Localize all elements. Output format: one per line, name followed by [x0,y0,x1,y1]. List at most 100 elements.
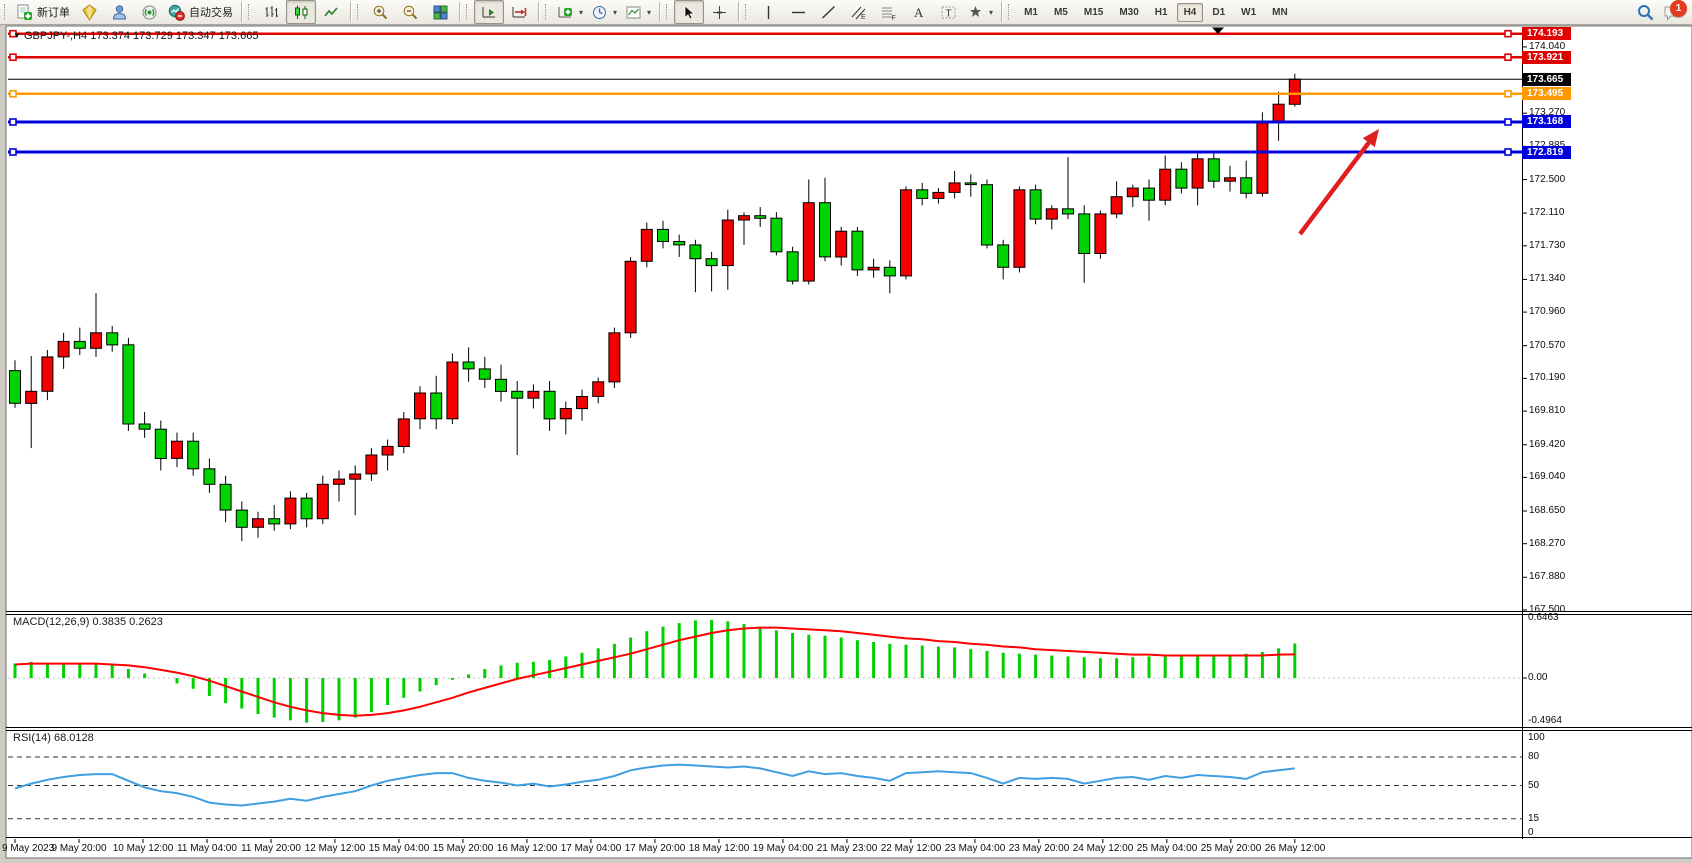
candle [1110,196,1123,215]
arrows-button[interactable]: ▾ [963,0,997,24]
periods-icon [591,4,608,21]
timeframe-m5-button[interactable]: M5 [1053,6,1068,18]
crosshair-button[interactable] [704,0,734,24]
new-order-button[interactable]: 新订单 [12,0,74,24]
bar-chart-button[interactable] [256,0,286,24]
horizontal-line-button[interactable] [783,0,813,24]
templates-button[interactable]: ▾ [621,0,655,24]
arrows-dropdown-icon[interactable]: ▾ [989,7,994,17]
candle [171,440,183,459]
text-button[interactable]: A [903,0,933,24]
indicators-icon [557,4,574,21]
candle [397,418,410,447]
timeframe-mn-button[interactable]: MN [1272,6,1288,18]
candlestick-chart-button[interactable] [286,0,316,24]
candle [527,390,540,399]
hline-handle[interactable] [1504,148,1512,156]
hline-handle[interactable] [9,53,17,62]
hline-handle[interactable] [9,148,17,156]
zoom-out-button[interactable] [395,0,425,24]
timeframe-h1-button[interactable]: H1 [1154,6,1168,18]
hline-handle[interactable] [9,118,17,126]
toolbar-grip[interactable] [466,4,470,20]
svg-text:E: E [861,14,866,21]
candle [478,368,491,380]
community-icon [111,4,128,21]
toolbar-separator [241,2,242,22]
toolbar-grip[interactable] [248,4,252,20]
candle [900,189,912,277]
toolbar-grip[interactable] [745,4,749,20]
timeframe-d1-button[interactable]: D1 [1212,6,1226,18]
equidistant-channel-button[interactable]: E [843,0,873,24]
toolbar-grip[interactable] [4,4,8,20]
periods-button[interactable]: ▾ [587,0,621,24]
autotrading-button[interactable]: 自动交易 [164,0,237,24]
candle [1191,158,1204,189]
candle [1207,158,1220,182]
text-label-button[interactable]: T [933,0,963,24]
timeframe-m15-button[interactable]: M15 [1083,6,1104,18]
hline-handle[interactable] [1504,29,1512,38]
fibonacci-button[interactable]: F [873,0,903,24]
hline-handle[interactable] [9,29,17,38]
toolbar-grip[interactable] [545,4,549,20]
templates-dropdown-icon[interactable]: ▾ [647,7,652,17]
zoom-in-icon [372,4,389,21]
zoom-in-button[interactable] [365,0,395,24]
timeframe-m30-button[interactable]: M30 [1119,6,1139,18]
timeframe-h4-button[interactable]: H4 [1176,2,1204,22]
indicators-button[interactable]: ▾ [553,0,587,24]
toolbar-grip[interactable] [1008,4,1012,20]
cursor-button[interactable] [674,0,705,24]
notifications-icon[interactable]: 1 [1663,0,1687,22]
tile-windows-button[interactable] [425,0,455,24]
candle [640,228,653,262]
timeframe-w1-button[interactable]: W1 [1241,6,1257,18]
periods-dropdown-icon[interactable]: ▾ [613,7,618,17]
chart-window [5,25,1692,859]
trend-arrow-head[interactable] [1362,129,1379,148]
candle [138,423,151,430]
candle [802,202,815,282]
metaquotes-button[interactable] [74,0,104,24]
toolbar: 新订单 自动交易 ▾ ▾ ▾ E F A T ▾ M1 M5 M15 M30 H1 H4 D1 W1 MN 1 [0,0,1692,25]
candle [932,191,945,199]
macd-signal-line [14,626,1295,717]
auto-scroll-button[interactable] [474,0,504,24]
trend-arrow-line[interactable] [1298,141,1371,236]
community-button[interactable] [104,0,134,24]
line-chart-button[interactable] [316,0,346,24]
candle [1013,189,1026,268]
candle [770,217,783,253]
candle [1288,78,1301,105]
candlestick-chart-icon [293,4,310,21]
toolbar-separator [538,2,539,22]
candle [1062,208,1074,215]
indicators-dropdown-icon[interactable]: ▾ [579,7,584,17]
timeframe-m1-button[interactable]: M1 [1024,6,1038,18]
toolbar-grip[interactable] [666,4,670,20]
notification-count-badge[interactable]: 1 [1670,0,1687,17]
toolbar-grip[interactable] [357,4,361,20]
candle [90,332,102,349]
candle [495,378,507,392]
chart-shift-button[interactable] [504,0,534,24]
trendline-button[interactable] [813,0,843,24]
candle [106,332,119,346]
candle [1224,177,1236,182]
vertical-line-button[interactable] [753,0,783,24]
horizontal-line-icon [790,4,807,21]
hline-handle[interactable] [1504,53,1512,62]
candle [1045,208,1058,220]
candle [333,478,345,485]
signals-button[interactable] [134,0,164,24]
hline-handle[interactable] [9,90,17,98]
svg-text:F: F [891,15,895,21]
hline-handle[interactable] [1504,118,1512,126]
candle [867,266,880,271]
hline-handle[interactable] [1504,90,1512,98]
candle [316,483,329,520]
search-icon[interactable] [1636,3,1655,22]
